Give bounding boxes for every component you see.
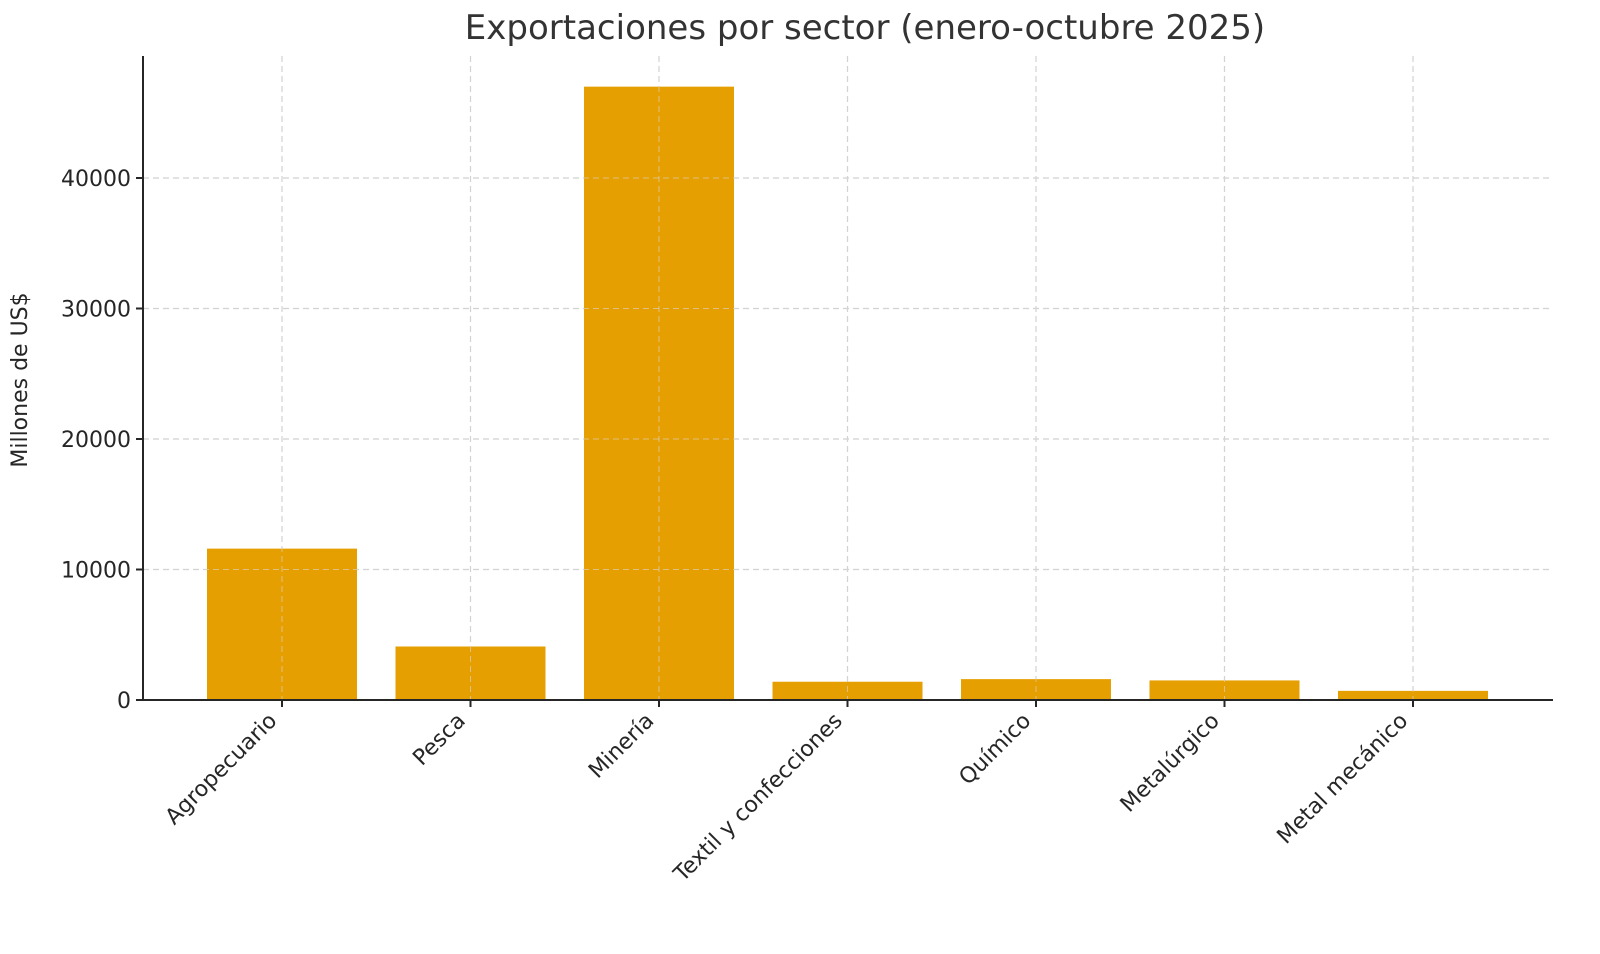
y-tick-label: 40000 — [61, 167, 131, 192]
x-tick-label: Agropecuario — [161, 709, 282, 830]
y-tick-label: 30000 — [61, 298, 131, 323]
y-tick-label: 10000 — [61, 559, 131, 584]
chart-title: Exportaciones por sector (enero-octubre … — [464, 8, 1266, 48]
x-tick-label: Minería — [584, 709, 659, 784]
x-tick-label: Químico — [955, 709, 1037, 791]
x-tick-label: Metal mecánico — [1273, 709, 1414, 850]
y-tick-label: 20000 — [61, 428, 131, 453]
x-tick-label: Pesca — [408, 709, 470, 771]
x-tick-label: Metalúrgico — [1116, 709, 1225, 818]
x-tick-label: Textil y confecciones — [669, 709, 848, 888]
y-tick-label: 0 — [117, 689, 131, 714]
bar-metal-mec-nico — [1338, 690, 1488, 700]
bar-agropecuario — [207, 548, 357, 700]
